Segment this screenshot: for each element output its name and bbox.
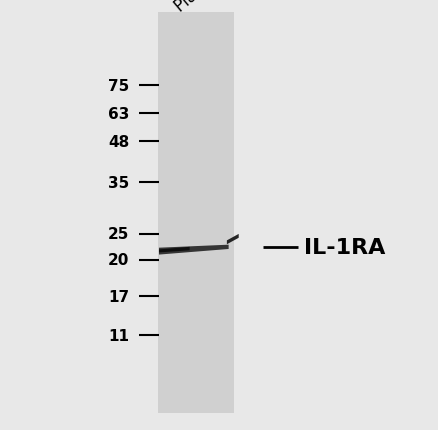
Text: 35: 35 <box>108 175 129 190</box>
Text: Plasma: Plasma <box>170 0 228 15</box>
Text: 48: 48 <box>108 135 129 149</box>
Text: 20: 20 <box>108 253 129 267</box>
Text: 25: 25 <box>108 227 129 242</box>
Polygon shape <box>159 247 190 253</box>
Text: 11: 11 <box>108 328 129 343</box>
Polygon shape <box>159 245 229 255</box>
Text: IL-1RA: IL-1RA <box>304 237 386 257</box>
Text: 63: 63 <box>108 107 129 121</box>
Text: 75: 75 <box>108 79 129 93</box>
Polygon shape <box>227 234 239 245</box>
Text: 17: 17 <box>108 289 129 304</box>
Text: Hemocyte: Hemocyte <box>223 0 299 2</box>
Bar <box>158 13 234 413</box>
